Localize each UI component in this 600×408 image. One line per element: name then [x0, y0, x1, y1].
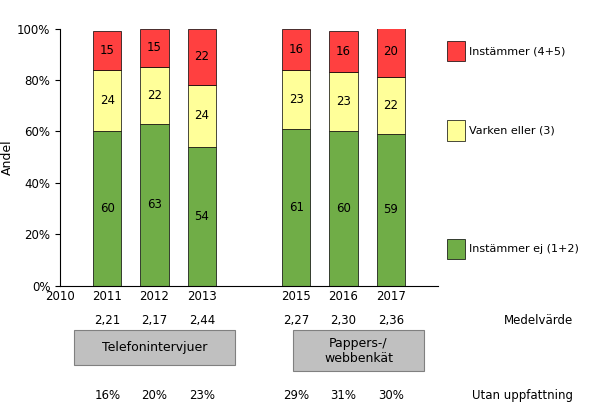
Bar [93, 131, 121, 286]
Bar [329, 72, 358, 131]
Text: 60: 60 [336, 202, 351, 215]
Text: Utan uppfattning: Utan uppfattning [472, 389, 573, 402]
Bar [140, 67, 169, 124]
Bar [140, 124, 169, 286]
Text: Pappers-/
webbenkät: Pappers-/ webbenkät [324, 337, 393, 365]
Text: 15: 15 [100, 44, 115, 57]
Text: 2,36: 2,36 [377, 314, 404, 327]
Bar [329, 131, 358, 286]
Text: 15: 15 [147, 41, 162, 54]
Text: 2,44: 2,44 [188, 314, 215, 327]
Text: 60: 60 [100, 202, 115, 215]
Text: 54: 54 [194, 210, 209, 223]
Text: 29%: 29% [283, 389, 310, 402]
Text: 30%: 30% [378, 389, 404, 402]
Bar [377, 26, 405, 78]
Text: 16: 16 [289, 42, 304, 55]
Text: 16: 16 [336, 45, 351, 58]
Text: 20%: 20% [142, 389, 167, 402]
Text: Instämmer (4+5): Instämmer (4+5) [469, 46, 566, 56]
Bar [282, 70, 310, 129]
Bar [93, 70, 121, 131]
Text: 20: 20 [383, 45, 398, 58]
Bar [377, 78, 405, 134]
Text: Telefonintervjuer: Telefonintervjuer [102, 341, 207, 354]
Text: 16%: 16% [94, 389, 121, 402]
Text: 2,27: 2,27 [283, 314, 310, 327]
Text: 22: 22 [194, 50, 209, 63]
Y-axis label: Andel: Andel [1, 139, 14, 175]
Text: 23: 23 [289, 93, 304, 106]
Bar [188, 29, 216, 85]
Text: 63: 63 [147, 198, 162, 211]
Bar [282, 129, 310, 286]
Bar [188, 85, 216, 147]
Text: 23%: 23% [189, 389, 215, 402]
Text: 23: 23 [336, 95, 351, 108]
Text: 2,30: 2,30 [331, 314, 356, 327]
Text: 61: 61 [289, 201, 304, 214]
Text: 2,17: 2,17 [142, 314, 167, 327]
Text: Instämmer ej (1+2): Instämmer ej (1+2) [469, 244, 579, 254]
Text: 31%: 31% [331, 389, 356, 402]
Text: Medelvärde: Medelvärde [504, 314, 573, 327]
Bar [377, 134, 405, 286]
Bar [188, 147, 216, 286]
Text: 22: 22 [147, 89, 162, 102]
Text: Varken eller (3): Varken eller (3) [469, 126, 555, 135]
Bar [329, 31, 358, 72]
Bar [140, 29, 169, 67]
Text: 2,21: 2,21 [94, 314, 121, 327]
Text: 24: 24 [194, 109, 209, 122]
Text: 24: 24 [100, 94, 115, 107]
Bar [93, 31, 121, 70]
Text: 22: 22 [383, 99, 398, 112]
Text: 59: 59 [383, 203, 398, 216]
Bar [282, 29, 310, 70]
